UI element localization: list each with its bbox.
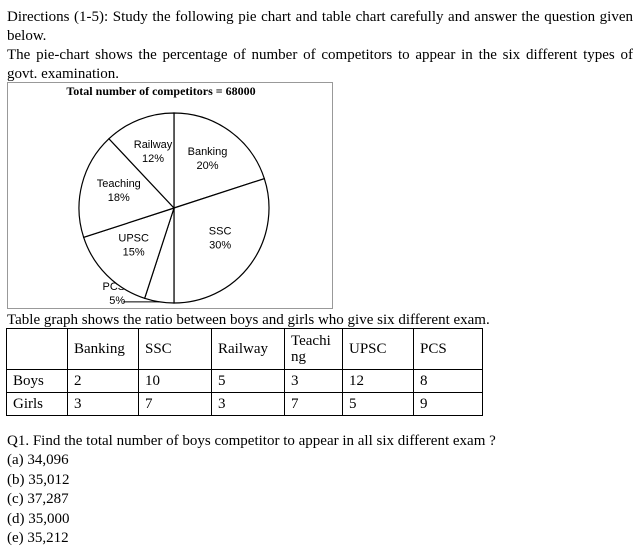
table-cell: 3 (211, 392, 285, 416)
table-cell: 3 (284, 369, 343, 393)
pie-slice (108, 112, 175, 210)
table-cell: 5 (342, 392, 414, 416)
slice-label: Teaching 18% (97, 178, 141, 204)
question: Q1. Find the total number of boys compet… (7, 433, 496, 449)
slice-name: Teaching (97, 178, 141, 190)
row-header: Boys (6, 369, 68, 393)
slice-value: 20% (196, 160, 218, 172)
table-cell: 8 (413, 369, 483, 393)
option: (c) 37,287 (7, 491, 69, 507)
table-cell: 3 (67, 392, 139, 416)
table-cell: 7 (138, 392, 212, 416)
pie-slice (78, 137, 176, 239)
column-header: PCS (413, 328, 483, 370)
table-cell: 2 (67, 369, 139, 393)
directions: Directions (1-5): Study the following pi… (7, 9, 633, 44)
row-header: Girls (6, 392, 68, 416)
table-cell: 10 (138, 369, 212, 393)
slice-value: 12% (142, 153, 164, 165)
slice-value: 5% (109, 295, 125, 307)
chart-title: Total number of competitors = 68000 (66, 84, 255, 98)
slice-name: Banking (188, 146, 228, 158)
table-cell: 12 (342, 369, 414, 393)
table-row: Girls 3 7 3 7 5 9 (6, 392, 483, 416)
pie-chart: Total number of competitors = 68000 Bank… (7, 82, 333, 309)
slice-value: 30% (209, 240, 231, 252)
slice-name: Railway (134, 139, 173, 151)
column-header: Teaching (284, 328, 343, 370)
table-row: Boys 2 10 5 3 12 8 (6, 369, 483, 393)
column-header: Banking (67, 328, 139, 370)
column-header: Railway (211, 328, 285, 370)
options: (a) 34,096 (b) 35,012 (c) 37,287 (d) 35,000… (7, 451, 70, 549)
slice-value: 18% (108, 192, 130, 204)
slice-name: SSC (209, 226, 232, 238)
column-header: UPSC (342, 328, 414, 370)
ratio-table: Banking SSC Railway Teaching UPSC PCS Boys 2 10… (6, 328, 483, 416)
slice-label: Railway 12% (134, 139, 173, 165)
table-cell: 9 (413, 392, 483, 416)
slice-name: UPSC (118, 232, 149, 244)
slice-value: 15% (123, 246, 145, 258)
option: (e) 35,212 (7, 530, 69, 546)
option: (a) 34,096 (7, 452, 69, 468)
slice-label: Banking 20% (188, 146, 228, 172)
option: (b) 35,012 (7, 471, 70, 488)
column-header: SSC (138, 328, 212, 370)
pie-slice (173, 177, 270, 304)
table-caption: Table graph shows the ratio between boys… (7, 312, 490, 328)
table-cell: 7 (284, 392, 343, 416)
corner-cell (6, 328, 68, 370)
pie-slice (173, 112, 266, 209)
description: The pie-chart shows the percentage of nu… (7, 47, 633, 82)
slice-label: SSC 30% (209, 226, 232, 252)
slice-label: UPSC 15% (118, 232, 149, 258)
option: (d) 35,000 (7, 510, 70, 527)
table-cell: 5 (211, 369, 285, 393)
